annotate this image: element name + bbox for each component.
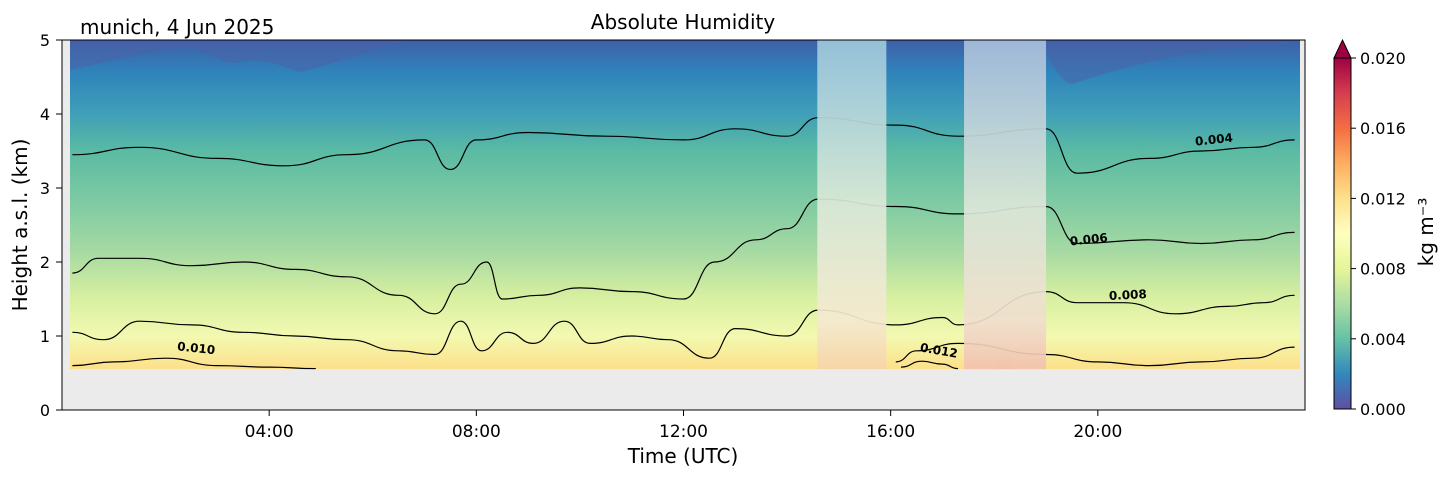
x-tick-label: 16:00 (866, 422, 915, 442)
colorbar-tick-label: 0.012 (1360, 189, 1406, 208)
y-axis-label: Height a.s.l. (km) (8, 139, 32, 312)
dry-top-region (70, 40, 405, 72)
contour-line-0.010 (895, 342, 1295, 367)
x-axis-label: Time (UTC) (627, 444, 739, 468)
colorbar-scale (1333, 57, 1352, 410)
x-axis: 04:00 08:00 12:00 16:00 20:00 (245, 410, 1122, 442)
contour-line-0.004 (72, 117, 1295, 174)
humidity-field (70, 40, 1300, 369)
contour-label: 0.012 (919, 340, 959, 360)
y-tick-label: 0 (40, 401, 50, 420)
colorbar-extend-arrow (1333, 38, 1352, 59)
contour-labels: 0.010 0.012 0.004 0.006 0.008 (177, 131, 1234, 361)
colorbar-tick-label: 0.016 (1360, 119, 1406, 138)
y-tick-label: 4 (40, 105, 50, 124)
x-tick-label: 08:00 (452, 422, 501, 442)
colorbar-tick-label: 0.004 (1360, 330, 1406, 349)
y-tick-label: 1 (40, 327, 50, 346)
x-tick-label: 04:00 (245, 422, 294, 442)
y-tick-label: 3 (40, 179, 50, 198)
colorbar-label: kg m⁻³ (1414, 198, 1438, 267)
station-date-label: munich, 4 Jun 2025 (80, 15, 274, 39)
colorbar: 0.000 0.004 0.008 0.012 0.016 0.020 kg m⁻³ (1333, 38, 1438, 419)
x-tick-label: 12:00 (659, 422, 708, 442)
contour-line-0.012 (900, 360, 959, 370)
contour-label: 0.004 (1194, 131, 1233, 149)
colorbar-tick-label: 0.000 (1360, 400, 1406, 419)
below-range-mask (63, 369, 1304, 410)
contour-line-0.008 (72, 290, 1295, 359)
moisture-hotspot (987, 269, 1024, 410)
y-tick-label: 2 (40, 253, 50, 272)
colorbar-tick-label: 0.020 (1360, 49, 1406, 68)
contour-label: 0.010 (177, 339, 216, 357)
masked-interval-band (817, 40, 887, 370)
plot-area (62, 40, 1305, 410)
chart-title: Absolute Humidity (591, 10, 776, 34)
contour-line-0.010 (72, 357, 316, 370)
contour-label: 0.006 (1069, 231, 1108, 249)
dry-top-region-evening (1046, 40, 1290, 84)
colorbar-tick-label: 0.008 (1360, 260, 1406, 279)
y-tick-label: 5 (40, 31, 50, 50)
y-axis: 0 1 2 3 4 5 (40, 31, 62, 420)
contour-line-0.006 (72, 198, 1295, 315)
contour-label: 0.008 (1109, 287, 1148, 303)
x-tick-label: 20:00 (1073, 422, 1122, 442)
